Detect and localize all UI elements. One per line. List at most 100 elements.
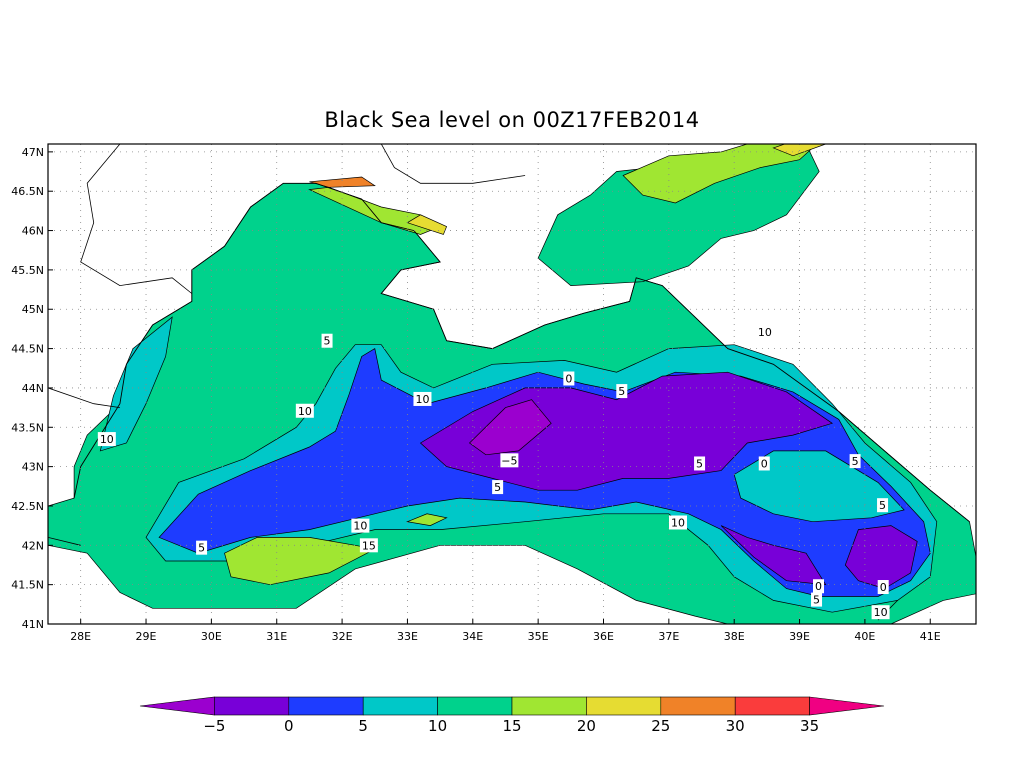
sea-level-band-15-20-small bbox=[406, 513, 448, 526]
colorbar: −5 0 5 10 15 20 25 30 35 bbox=[139, 696, 885, 735]
lat-tick-label: 42.5N bbox=[11, 500, 44, 513]
colorbar-label: −5 bbox=[203, 717, 225, 735]
contour-label: 5 bbox=[324, 335, 331, 348]
contour-label: 5 bbox=[696, 457, 703, 470]
contour-label: 10 bbox=[758, 326, 772, 339]
lon-tick-label: 35E bbox=[528, 630, 549, 643]
colorbar-label: 30 bbox=[726, 717, 745, 735]
contour-label: 10 bbox=[100, 433, 114, 446]
contour-label-box bbox=[295, 403, 314, 418]
contour-label-box bbox=[849, 454, 861, 469]
contour-label-box bbox=[321, 333, 333, 348]
contour-label: 0 bbox=[761, 457, 768, 470]
contour-label-box bbox=[359, 538, 378, 553]
contour-label: 10 bbox=[353, 520, 367, 533]
latitude-axis: 41N 41.5N 42N 42.5N 43N 43.5N 44N 44.5N 45N 45.5N… bbox=[11, 146, 53, 631]
contour-label-box bbox=[616, 384, 628, 399]
lon-tick-label: 40E bbox=[854, 630, 875, 643]
colorbar-swatch bbox=[734, 696, 810, 716]
lat-tick-label: 45.5N bbox=[11, 264, 44, 277]
longitude-axis: 28E 29E 30E 31E 32E 33E 34E 35E 36E 37E 38E 39E 40E 4… bbox=[70, 619, 941, 643]
coastline bbox=[73, 182, 970, 523]
lat-tick-label: 42N bbox=[22, 539, 44, 552]
contour-label-box bbox=[500, 453, 519, 468]
colorbar-label: 20 bbox=[577, 717, 596, 735]
contour-label: 5 bbox=[813, 594, 820, 607]
lon-tick-label: 36E bbox=[593, 630, 614, 643]
contour-label-box bbox=[871, 605, 890, 620]
contour-label: 5 bbox=[618, 385, 625, 398]
sea-level-band-minus5-0-east bbox=[844, 525, 918, 589]
contour-label-box bbox=[813, 579, 825, 594]
lat-tick-label: 46.5N bbox=[11, 185, 44, 198]
contour-label-box bbox=[351, 518, 370, 533]
lat-tick-label: 41N bbox=[22, 618, 44, 631]
contour-label: 5 bbox=[852, 455, 859, 468]
contour-label-box bbox=[492, 480, 504, 495]
contour-label-box bbox=[755, 325, 774, 340]
lat-tick-label: 47N bbox=[22, 146, 44, 159]
colorbar-label: 15 bbox=[502, 717, 521, 735]
lat-tick-label: 46N bbox=[22, 225, 44, 238]
lon-tick-label: 34E bbox=[462, 630, 483, 643]
contour-label-box bbox=[668, 515, 687, 530]
contour-label: 10 bbox=[415, 393, 429, 406]
contour-label-box bbox=[413, 391, 432, 406]
azov-sea-band-20-25 bbox=[772, 144, 827, 157]
sea-level-band-minus5-0-southeast bbox=[720, 525, 827, 586]
border-lines bbox=[48, 144, 898, 621]
contour-label-box bbox=[97, 432, 116, 447]
lon-tick-label: 29E bbox=[136, 630, 157, 643]
dnieper-band-20-25 bbox=[406, 214, 448, 235]
lat-tick-label: 44N bbox=[22, 382, 44, 395]
lat-tick-label: 41.5N bbox=[11, 579, 44, 592]
contour-label: 15 bbox=[362, 539, 376, 552]
contour-label-box bbox=[811, 592, 823, 607]
lon-tick-label: 31E bbox=[266, 630, 287, 643]
map-title: Black Sea level on 00Z17FEB2014 bbox=[324, 108, 700, 132]
contour-label: 5 bbox=[494, 481, 501, 494]
colorbar-label: 25 bbox=[651, 717, 670, 735]
lon-tick-label: 37E bbox=[658, 630, 679, 643]
colorbar-swatch bbox=[511, 696, 587, 716]
colorbar-label: 5 bbox=[358, 717, 368, 735]
sea-level-band-5-10-west-coast bbox=[99, 316, 173, 452]
contour-label: 0 bbox=[880, 581, 887, 594]
colorbar-swatch bbox=[437, 696, 513, 716]
lat-tick-label: 43N bbox=[22, 461, 44, 474]
colorbar-label: 10 bbox=[428, 717, 447, 735]
lon-tick-label: 33E bbox=[397, 630, 418, 643]
colorbar-swatch bbox=[288, 696, 364, 716]
contour-label-box bbox=[758, 456, 770, 471]
colorbar-swatch bbox=[362, 696, 438, 716]
lon-tick-label: 41E bbox=[920, 630, 941, 643]
contour-label-box bbox=[196, 540, 208, 555]
colorbar-label: 35 bbox=[800, 717, 819, 735]
contour-label-box bbox=[563, 371, 575, 386]
contour-label: −5 bbox=[501, 454, 517, 467]
graticule bbox=[48, 144, 976, 624]
azov-sea-band-10-15 bbox=[537, 144, 820, 286]
lat-tick-label: 45N bbox=[22, 303, 44, 316]
lat-tick-label: 44.5N bbox=[11, 343, 44, 356]
contour-label-box bbox=[694, 456, 706, 471]
map-frame bbox=[47, 143, 977, 625]
contour-label: 5 bbox=[879, 499, 886, 512]
colorbar-arrow-low bbox=[139, 696, 215, 716]
contour-label-box bbox=[877, 580, 889, 595]
contour-label: 0 bbox=[815, 580, 822, 593]
sea-level-band-15-20-southwest bbox=[224, 537, 376, 586]
lon-tick-label: 28E bbox=[70, 630, 91, 643]
lat-tick-label: 43.5N bbox=[11, 421, 44, 434]
contour-label-box bbox=[877, 498, 889, 513]
colorbar-label: 0 bbox=[284, 717, 294, 735]
lon-tick-label: 30E bbox=[201, 630, 222, 643]
contour-label: 5 bbox=[198, 542, 205, 555]
lon-tick-label: 32E bbox=[332, 630, 353, 643]
lon-tick-label: 38E bbox=[724, 630, 745, 643]
contour-label: 0 bbox=[565, 372, 572, 385]
colorbar-swatch bbox=[214, 696, 290, 716]
contour-label: 10 bbox=[874, 606, 888, 619]
lon-tick-label: 39E bbox=[789, 630, 810, 643]
